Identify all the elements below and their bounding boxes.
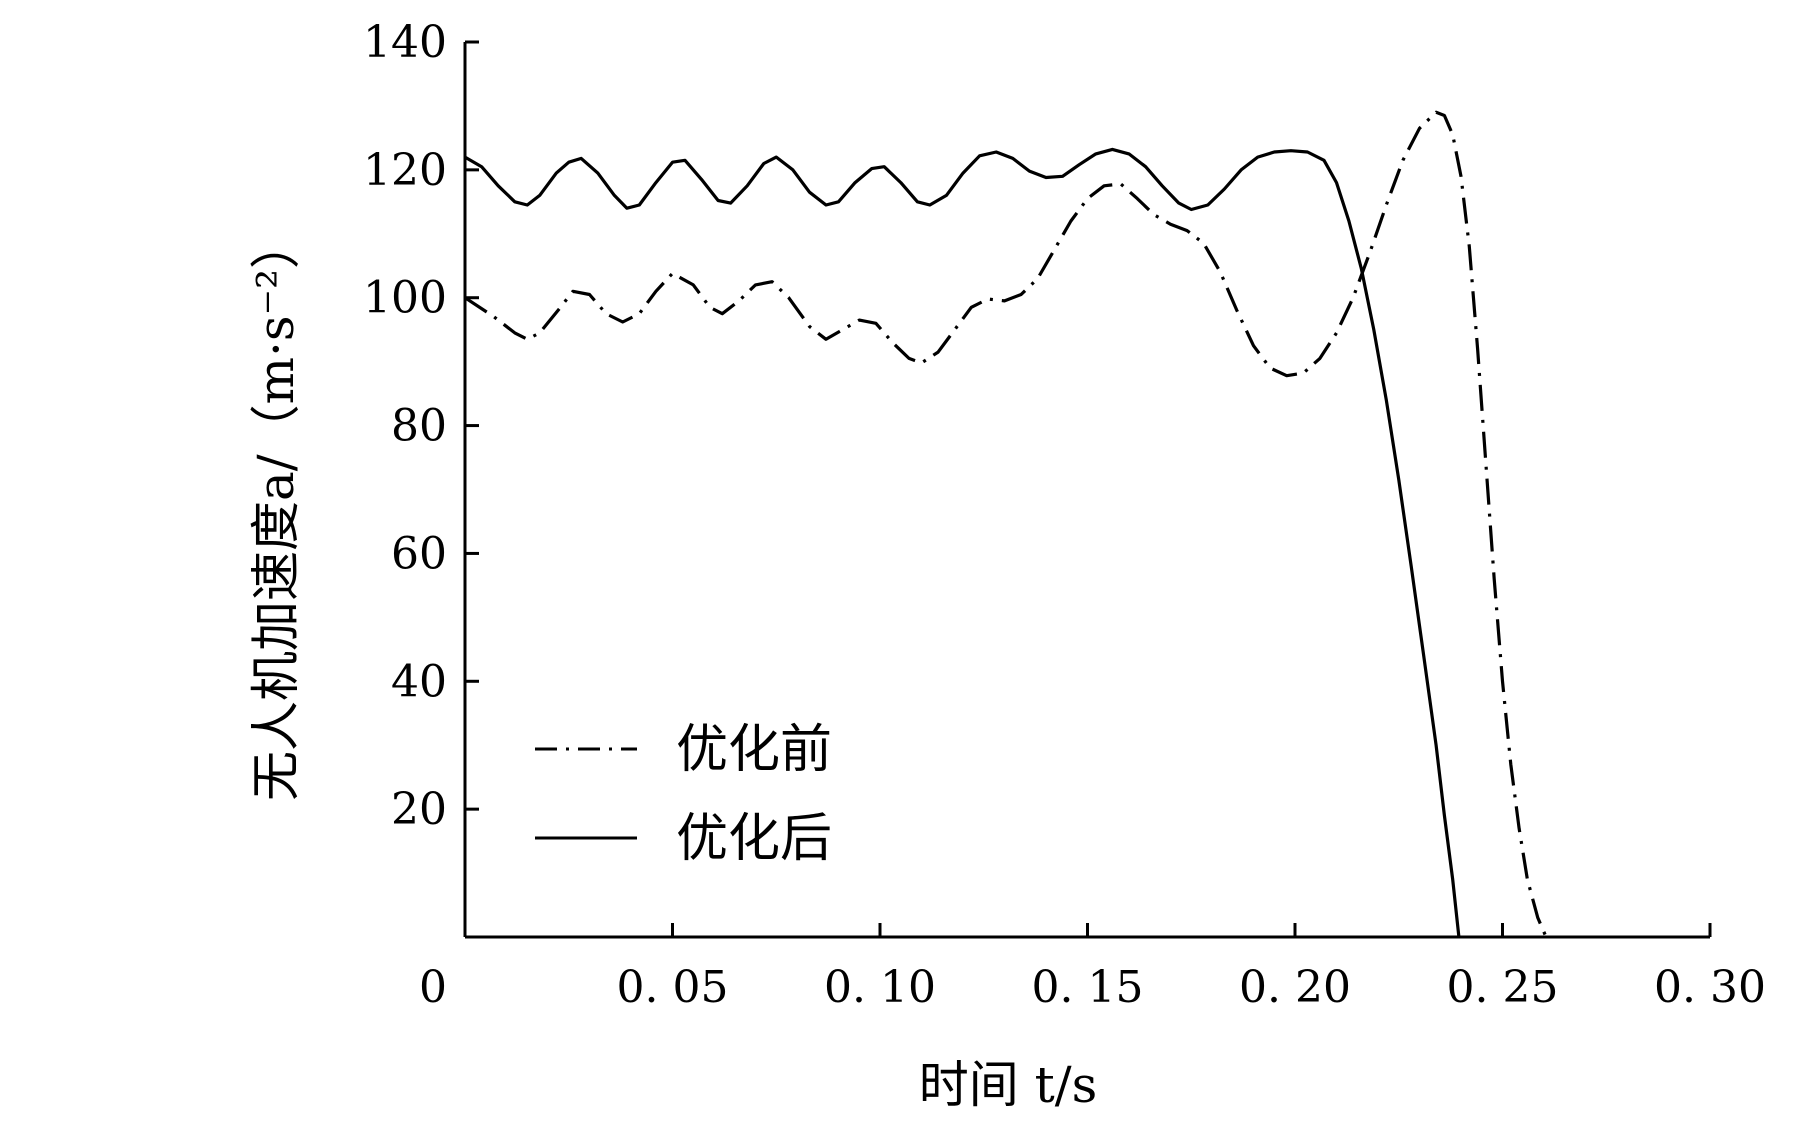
x-tick-label: 0. 30	[1654, 962, 1766, 1013]
y-tick-label: 80	[391, 401, 447, 452]
y-axis-title: 无人机加速度a/（m·s⁻²）	[247, 219, 305, 801]
x-axis-title: 时间 t/s	[919, 1056, 1098, 1114]
series-line-after	[464, 147, 1461, 938]
y-axis-ticks: 20 40 60 80 100 120 140	[363, 17, 479, 835]
y-tick-label: 40	[391, 656, 447, 707]
y-tick-label: 120	[363, 145, 447, 196]
y-tick-label: 20	[391, 784, 447, 835]
x-axis-ticks: 0 0. 05 0. 10 0. 15 0. 20 0. 25 0. 30	[419, 923, 1766, 1013]
x-tick-label: 0. 10	[824, 962, 936, 1013]
x-tick-label: 0. 20	[1239, 962, 1351, 1013]
series-line-before	[464, 110, 1548, 938]
series-layer	[464, 110, 1548, 938]
x-tick-label: 0. 25	[1447, 962, 1559, 1013]
y-tick-label: 60	[391, 528, 447, 579]
y-tick-label: 100	[363, 273, 447, 324]
legend-label-after: 优化后	[676, 809, 832, 869]
x-tick-label: 0	[419, 962, 447, 1013]
x-tick-label: 0. 15	[1032, 962, 1144, 1013]
y-tick-label: 140	[363, 17, 447, 68]
axes	[463, 42, 1710, 939]
legend: 优化前 优化后	[535, 720, 832, 869]
legend-label-before: 优化前	[676, 720, 832, 780]
x-tick-label: 0. 05	[617, 962, 729, 1013]
